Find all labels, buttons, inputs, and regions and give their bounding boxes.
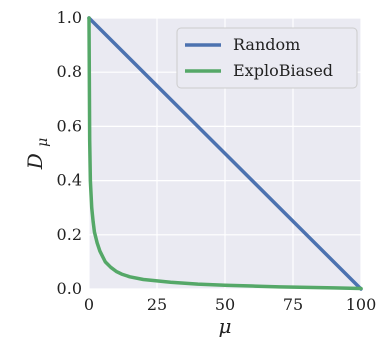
y-axis-label-main: D [23, 153, 47, 170]
y-tick-label: 0.6 [57, 116, 82, 135]
tick-labels: 0 25 50 75 100 0.0 0.2 0.4 0.6 0.8 1.0 [57, 8, 377, 314]
y-tick-label: 0.4 [57, 171, 82, 190]
series-layer [87, 16, 363, 291]
y-axis-label-subscript: μ [35, 138, 51, 147]
legend: Random ExploBiased [176, 27, 358, 89]
x-tick-label: 75 [283, 295, 303, 314]
x-axis-label: μ [219, 314, 232, 338]
x-tick-label: 100 [346, 295, 377, 314]
legend-label-explobiased: ExploBiased [233, 61, 333, 80]
x-tick-label: 50 [215, 295, 235, 314]
svg-text:D μ: D μ [23, 138, 51, 171]
y-axis-label: D μ [23, 138, 51, 171]
series-line-random [87, 16, 363, 291]
y-tick-label: 0.2 [57, 225, 82, 244]
y-tick-label: 0.8 [57, 62, 82, 81]
y-tick-label: 0.0 [57, 279, 82, 298]
legend-box [176, 27, 358, 89]
x-tick-label: 25 [147, 295, 167, 314]
x-tick-label: 0 [84, 295, 94, 314]
y-tick-label: 1.0 [57, 8, 82, 27]
legend-label-random: Random [233, 35, 300, 54]
series-line-explobiased [87, 16, 363, 291]
